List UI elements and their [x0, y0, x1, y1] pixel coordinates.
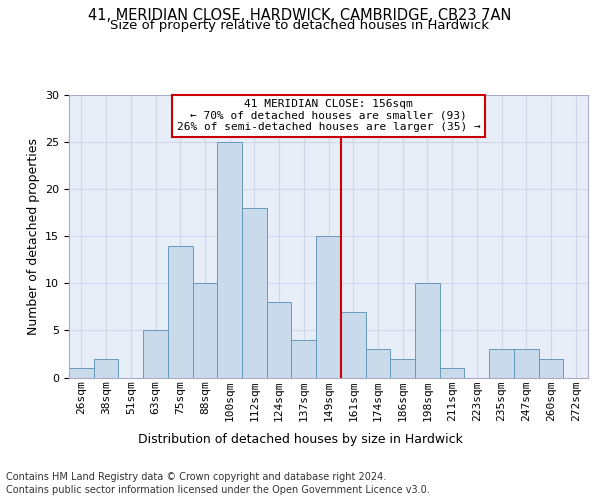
Bar — [365, 349, 390, 378]
Bar — [267, 302, 292, 378]
Bar — [415, 284, 440, 378]
Bar — [168, 246, 193, 378]
Bar — [489, 349, 514, 378]
Bar — [316, 236, 341, 378]
Y-axis label: Number of detached properties: Number of detached properties — [26, 138, 40, 335]
Text: Distribution of detached houses by size in Hardwick: Distribution of detached houses by size … — [137, 432, 463, 446]
Bar — [539, 358, 563, 378]
Text: 41, MERIDIAN CLOSE, HARDWICK, CAMBRIDGE, CB23 7AN: 41, MERIDIAN CLOSE, HARDWICK, CAMBRIDGE,… — [88, 8, 512, 22]
Bar — [242, 208, 267, 378]
Bar — [193, 284, 217, 378]
Bar — [69, 368, 94, 378]
Bar — [143, 330, 168, 378]
Bar — [390, 358, 415, 378]
Text: Size of property relative to detached houses in Hardwick: Size of property relative to detached ho… — [110, 19, 490, 32]
Bar — [440, 368, 464, 378]
Text: Contains HM Land Registry data © Crown copyright and database right 2024.: Contains HM Land Registry data © Crown c… — [6, 472, 386, 482]
Bar — [514, 349, 539, 378]
Bar — [341, 312, 365, 378]
Text: Contains public sector information licensed under the Open Government Licence v3: Contains public sector information licen… — [6, 485, 430, 495]
Bar — [292, 340, 316, 378]
Text: 41 MERIDIAN CLOSE: 156sqm
← 70% of detached houses are smaller (93)
26% of semi-: 41 MERIDIAN CLOSE: 156sqm ← 70% of detac… — [176, 99, 481, 132]
Bar — [94, 358, 118, 378]
Bar — [217, 142, 242, 378]
